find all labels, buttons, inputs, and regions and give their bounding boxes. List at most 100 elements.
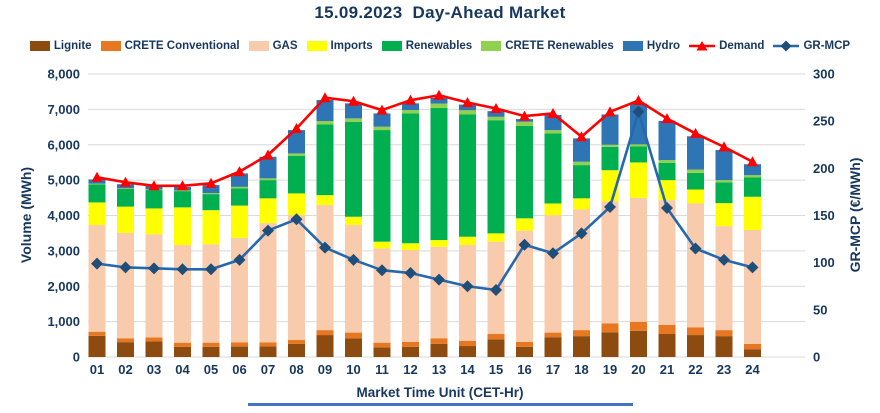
bar-segment-lignite [459, 346, 476, 357]
right-axis-tick-label: 150 [813, 208, 835, 223]
left-axis-tick-label: 0 [73, 350, 80, 365]
left-axis-tick-label: 1,000 [47, 314, 80, 329]
bar-segment-imports [316, 195, 334, 206]
crete-renewables-swatch-icon [481, 41, 502, 51]
bar-segment-renewables [430, 107, 448, 241]
gr-mcp-marker [433, 273, 445, 286]
bar-segment-hydro [259, 156, 277, 179]
demand-marker [462, 96, 473, 107]
gr-mcp-marker [604, 201, 616, 214]
bar-segment-lignite [687, 335, 704, 357]
right-axis-tick-label: 300 [813, 67, 835, 82]
bar-segment-renewables [88, 184, 106, 203]
left-axis-title: Volume (MWh) [18, 166, 34, 264]
demand-marker [604, 106, 616, 117]
demand-marker [490, 102, 502, 113]
legend-item-gr-mcp: GR-MCP [773, 40, 850, 52]
x-axis-tick-label: 23 [717, 362, 731, 377]
bar-segment-crete-renewables [573, 161, 590, 166]
bar-segment-gas [744, 230, 761, 344]
gr-mcp-marker [176, 263, 189, 276]
legend-item-crete-conventional: CRETE Conventional [100, 40, 240, 52]
bar-segment-renewables [402, 113, 419, 244]
left-axis-tick-label: 7,000 [47, 102, 80, 117]
bar-segment-hydro [630, 103, 647, 145]
bar-segment-lignite [288, 343, 305, 357]
bottom-divider [248, 403, 633, 406]
bar-segment-gas [658, 200, 676, 325]
bar-segment-renewables [630, 146, 647, 163]
gr-mcp-marker [347, 253, 360, 266]
bar-segment-crete-renewables [487, 116, 505, 121]
right-axis-tick-label: 100 [813, 255, 835, 270]
bar-segment-renewables [658, 162, 676, 181]
bar-segment-crete-conventional [231, 342, 248, 347]
demand-line [96, 93, 754, 188]
bar-segment-lignite [430, 343, 448, 357]
demand-marker [661, 113, 673, 124]
bar-segment-crete-renewables [687, 169, 704, 173]
bar-segment-renewables [345, 121, 362, 217]
bar-segment-imports [687, 189, 704, 204]
bar-segment-imports [430, 240, 448, 247]
x-axis-tick-label: 04 [175, 362, 190, 377]
bar-segment-gas [202, 244, 220, 343]
gr-mcp-marker [575, 227, 588, 240]
bar-segment-imports [345, 216, 362, 226]
x-axis-tick-label: 15 [489, 362, 503, 377]
bar-segment-crete-conventional [402, 341, 419, 347]
bar-segment-gas [715, 226, 733, 331]
bar-segment-crete-renewables [544, 130, 562, 134]
bar-segment-crete-conventional [459, 340, 476, 347]
legend-label-demand: Demand [719, 40, 765, 52]
demand-marker [690, 127, 701, 138]
bar-segment-renewables [601, 146, 619, 171]
x-axis-tick-label: 22 [688, 362, 702, 377]
gr-mcp-marker [518, 238, 531, 251]
gr-mcp-marker [319, 241, 331, 254]
bar-segment-imports [715, 203, 733, 227]
bar-segment-crete-conventional [430, 338, 448, 344]
bar-segment-lignite [744, 349, 761, 357]
bar-segment-renewables [573, 165, 590, 199]
bar-segment-renewables [516, 125, 533, 219]
left-axis-tick-label: 4,000 [47, 208, 80, 223]
bar-segment-hydro [288, 130, 305, 154]
bar-segment-lignite [573, 336, 590, 357]
demand-marker [376, 104, 388, 115]
legend-label-crete-renewables: CRETE Renewables [505, 40, 614, 52]
bar-segment-hydro [715, 150, 733, 181]
x-axis-tick-label: 18 [574, 362, 588, 377]
gr-mcp-marker [746, 261, 759, 274]
bar-segment-lignite [231, 346, 248, 357]
bar-segment-imports [373, 241, 391, 249]
x-axis-tick-label: 21 [660, 362, 674, 377]
bar-segment-crete-conventional [601, 323, 619, 333]
x-axis-tick-label: 08 [289, 362, 303, 377]
x-axis-tick-label: 02 [118, 362, 132, 377]
x-axis-tick-label: 24 [745, 362, 760, 377]
demand-marker [747, 156, 758, 167]
demand-marker [633, 95, 644, 106]
bar-segment-lignite [145, 341, 163, 357]
bar-segment-lignite [373, 347, 391, 357]
bar-segment-crete-conventional [487, 334, 505, 340]
gr-mcp-marker [547, 247, 559, 260]
bar-segment-hydro [402, 103, 419, 111]
x-axis-tick-label: 03 [147, 362, 161, 377]
bar-segment-crete-renewables [117, 188, 134, 189]
bar-segment-crete-conventional [316, 330, 334, 336]
gr-mcp-marker [404, 267, 417, 280]
bar-segment-renewables [544, 133, 562, 204]
bar-segment-lignite [516, 346, 533, 357]
right-axis-tick-label: 50 [813, 302, 827, 317]
x-axis-tick-label: 05 [204, 362, 218, 377]
bar-segment-hydro [487, 111, 505, 117]
right-axis-tick-label: 0 [813, 350, 820, 365]
demand-marker [234, 166, 245, 177]
bar-segment-gas [402, 249, 419, 342]
gas-swatch-icon [248, 41, 269, 51]
bar-segment-lignite [174, 346, 191, 357]
gr-mcp-marker [205, 263, 217, 276]
bar-segment-imports [145, 208, 163, 235]
